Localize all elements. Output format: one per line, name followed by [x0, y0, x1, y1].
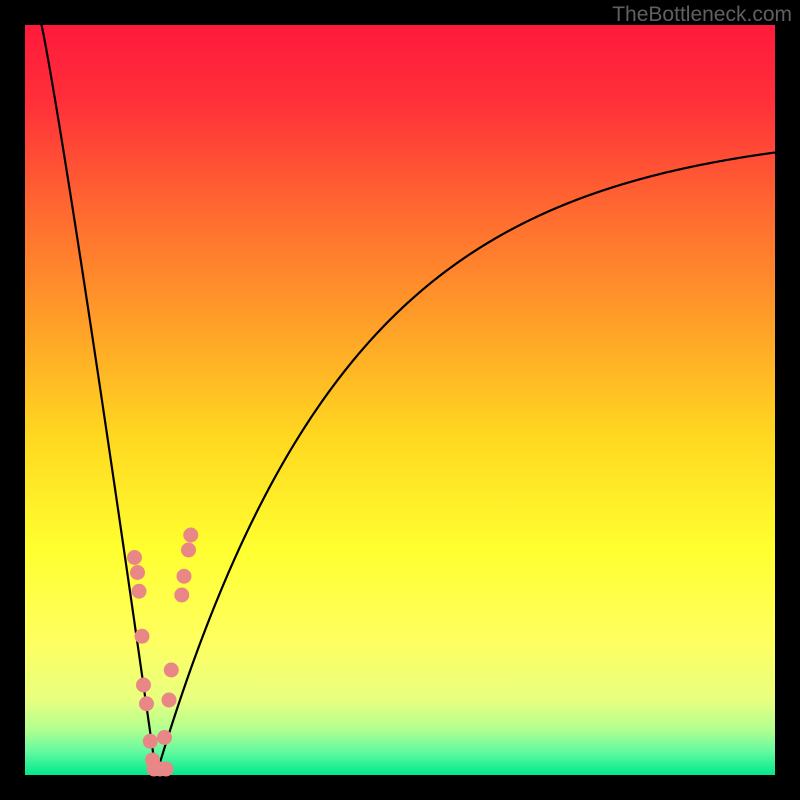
data-point: [159, 762, 174, 777]
chart-svg: [0, 0, 800, 800]
data-point: [157, 730, 172, 745]
watermark-text: TheBottleneck.com: [612, 3, 792, 27]
data-point: [130, 565, 145, 580]
data-point: [162, 693, 177, 708]
data-point: [177, 569, 192, 584]
data-point: [136, 678, 151, 693]
data-point: [139, 696, 154, 711]
data-point: [183, 528, 198, 543]
data-point: [143, 734, 158, 749]
data-point: [174, 588, 189, 603]
bottleneck-chart: TheBottleneck.com: [0, 0, 800, 800]
plot-background: [25, 25, 775, 775]
data-point: [127, 550, 142, 565]
data-point: [135, 629, 150, 644]
data-point: [132, 584, 147, 599]
data-point: [164, 663, 179, 678]
data-point: [181, 543, 196, 558]
